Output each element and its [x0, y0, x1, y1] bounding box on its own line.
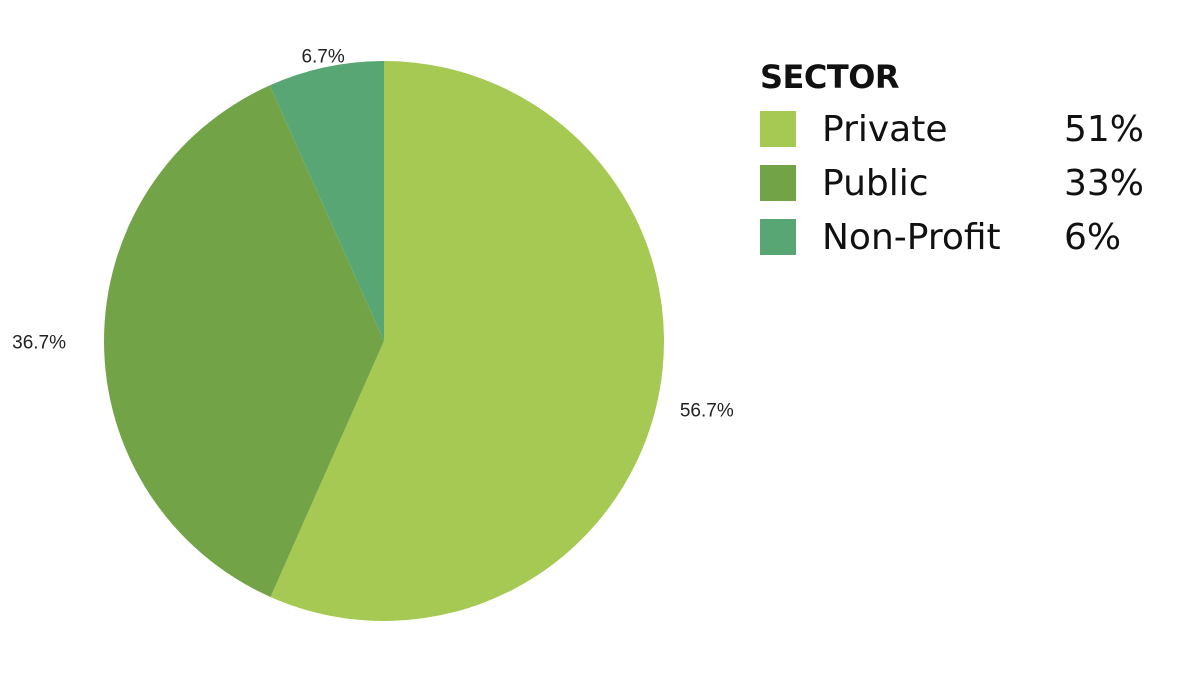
legend-label-private: Private — [822, 108, 948, 150]
legend-value-non-profit: 6% — [1064, 216, 1122, 258]
legend: SECTOR Private 51% Public 33% Non-Profit… — [760, 58, 1144, 264]
legend-value-public: 33% — [1064, 162, 1145, 204]
slice-label-public: 36.7% — [12, 333, 66, 354]
slice-label-non-profit: 6.7% — [301, 46, 344, 67]
legend-title: SECTOR — [760, 58, 900, 96]
pie-slice-public — [104, 85, 384, 597]
slice-label-private: 56.7% — [680, 400, 734, 421]
legend-value-private: 51% — [1064, 108, 1145, 150]
legend-label-non-profit: Non-Profit — [822, 216, 1001, 258]
legend-label-public: Public — [822, 162, 929, 204]
legend-entry-public: Public 33% — [760, 156, 1144, 210]
legend-entry-private: Private 51% — [760, 102, 1144, 156]
legend-entry-non-profit: Non-Profit 6% — [760, 210, 1144, 264]
legend-swatch-private — [760, 111, 796, 147]
pie-slice-private — [270, 61, 664, 621]
legend-swatch-non-profit — [760, 219, 796, 255]
pie-slice-non-profit — [269, 61, 384, 341]
legend-swatch-public — [760, 165, 796, 201]
